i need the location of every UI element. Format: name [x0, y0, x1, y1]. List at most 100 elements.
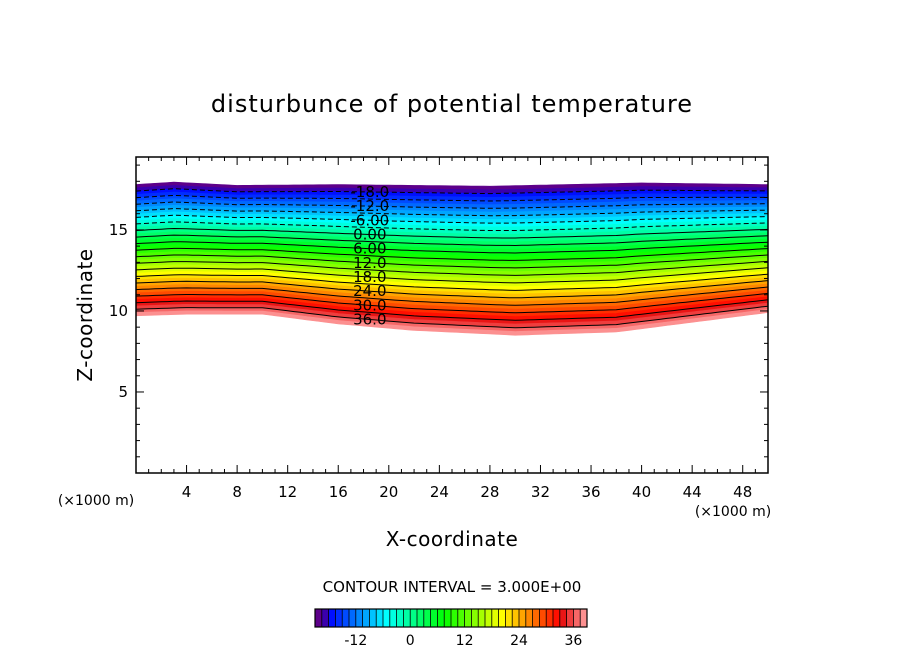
colorbar-swatch: [328, 609, 336, 627]
x-tick-label: 44: [683, 483, 702, 501]
contour-line: [136, 234, 768, 247]
contour-line: [136, 267, 768, 284]
colorbar-swatch: [451, 609, 459, 627]
y-tick-label: 10: [109, 302, 128, 320]
y-tick-label: 5: [118, 383, 128, 401]
contour-line: [136, 214, 768, 224]
x-tick-label: 20: [379, 483, 398, 501]
colorbar-swatch: [444, 609, 452, 627]
contour-line: [136, 201, 768, 209]
colorbar-swatch: [539, 609, 547, 627]
colorbar-swatch: [423, 609, 431, 627]
y-axis-label: Z-coordinate: [73, 248, 97, 381]
colorbar-swatch: [532, 609, 540, 627]
colorbar-frame: [314, 608, 588, 628]
y-unit-label: (×1000 m): [58, 493, 134, 509]
colorbar-tick-label: 12: [456, 633, 474, 649]
contour-line: [136, 305, 768, 329]
colorbar-tick-label: 24: [510, 633, 528, 649]
colorbar-swatch: [478, 609, 486, 627]
x-tick-label: 36: [581, 483, 600, 501]
colorbar-swatch: [525, 609, 533, 627]
colorbar-swatch: [580, 609, 588, 627]
contour-line: [136, 247, 768, 261]
colorbar-swatch: [376, 609, 384, 627]
x-tick-label: 4: [182, 483, 192, 501]
colorbar-swatch: [566, 609, 574, 627]
contour-label: -12.0: [350, 197, 389, 215]
colorbar-swatch: [546, 609, 554, 627]
colorbar-swatch: [457, 609, 465, 627]
x-tick-label: 16: [329, 483, 348, 501]
colorbar-swatch: [437, 609, 445, 627]
contour-line: [136, 188, 768, 195]
colorbar-swatch: [369, 609, 377, 627]
x-tick-label: 32: [531, 483, 550, 501]
contour-label: 0.00: [353, 226, 386, 244]
colorbar-swatch: [355, 609, 363, 627]
x-unit-label: (×1000 m): [695, 504, 771, 520]
contour-line: [136, 273, 768, 291]
x-tick-label: 48: [733, 483, 752, 501]
contour-line: [136, 208, 768, 217]
contour-label: 36.0: [353, 311, 386, 329]
colorbar-swatch: [410, 609, 418, 627]
contour-label: -18.0: [350, 183, 389, 201]
x-tick-label: 24: [430, 483, 449, 501]
contour-label: 6.00: [353, 240, 386, 258]
colorbar-tick-label: 36: [564, 633, 582, 649]
contour-line: [136, 292, 768, 314]
contour-line: [136, 299, 768, 321]
colorbar-swatch: [383, 609, 391, 627]
colorbar-swatch: [396, 609, 404, 627]
chart-title: disturbunce of potential temperature: [211, 90, 693, 118]
colorbar-swatch: [559, 609, 567, 627]
contour-label: 18.0: [353, 268, 386, 286]
contour-labels: -18.0-12.0-6.000.006.0012.018.024.030.03…: [350, 183, 389, 329]
colorbar-swatch: [553, 609, 561, 627]
colorbar-swatch: [519, 609, 527, 627]
colorbar-swatch: [389, 609, 397, 627]
contour-lines: [136, 188, 768, 329]
colorbar-swatch: [573, 609, 581, 627]
contour-line: [136, 221, 768, 231]
x-tick-label: 8: [232, 483, 242, 501]
x-tick-label: 28: [480, 483, 499, 501]
colorbar-swatch: [315, 609, 323, 627]
colorbar-swatch: [362, 609, 370, 627]
contour-line: [136, 241, 768, 254]
colorbar-swatch: [403, 609, 411, 627]
x-axis-label: X-coordinate: [386, 527, 519, 551]
contour-label: 24.0: [353, 282, 386, 300]
contour-line: [136, 227, 768, 239]
colorbar: -12 0 12 24 36: [314, 608, 588, 649]
contour-label: 12.0: [353, 254, 386, 272]
colorbar-swatch: [464, 609, 472, 627]
colorbar-tick-label: -12: [344, 633, 367, 649]
colorbar-swatch: [512, 609, 520, 627]
colorbar-swatch: [430, 609, 438, 627]
contour-label: 30.0: [353, 296, 386, 314]
colorbar-swatch: [335, 609, 343, 627]
contour-line: [136, 260, 768, 276]
contour-interval-text: CONTOUR INTERVAL = 3.000E+00: [323, 578, 582, 596]
y-tick-label: 15: [109, 221, 128, 239]
colorbar-swatch: [491, 609, 499, 627]
colorbar-swatch: [471, 609, 479, 627]
colorbar-swatch: [321, 609, 329, 627]
colorbar-tick-label: 0: [406, 633, 415, 649]
colorbar-swatch: [505, 609, 513, 627]
colorbar-swatch: [498, 609, 506, 627]
contour-line: [136, 286, 768, 306]
colorbar-swatch: [349, 609, 357, 627]
colorbar-swatch: [417, 609, 425, 627]
colorbar-swatch: [342, 609, 350, 627]
contour-label: -6.00: [350, 211, 389, 229]
x-tick-label: 40: [632, 483, 651, 501]
contour-band: [136, 309, 768, 336]
contour-line: [136, 280, 768, 299]
contour-line: [136, 194, 768, 202]
colorbar-swatch: [485, 609, 493, 627]
